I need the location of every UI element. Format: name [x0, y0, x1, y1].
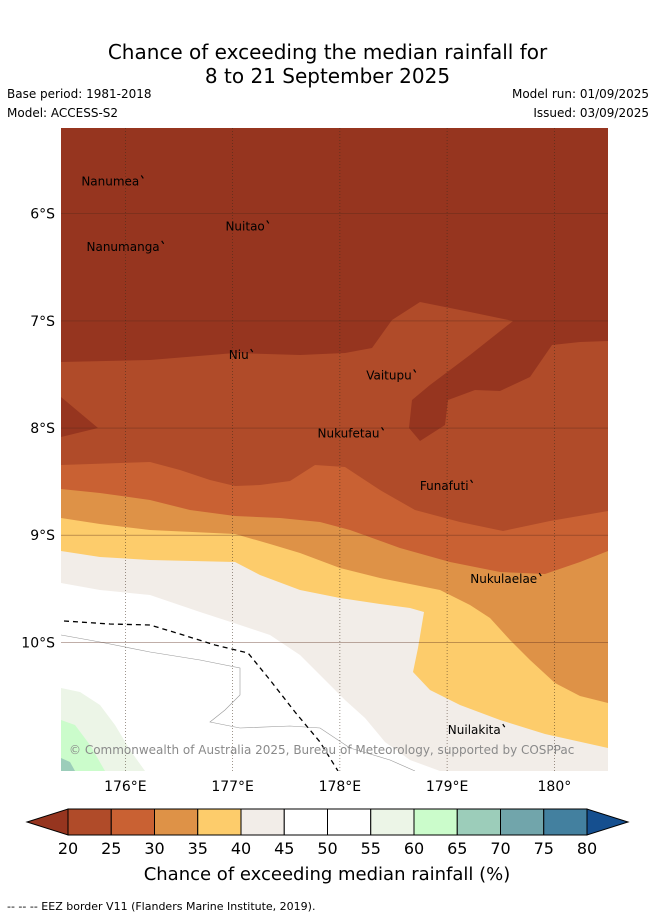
longitude-ticks: 176°E 177°E 178°E 179°E 180°	[104, 779, 571, 795]
probability-contours: Nanumea Nuitao Nanumanga Niu Vaitupu Nukufeta…	[61, 128, 608, 771]
eez-footnote: -- -- -- EEZ border V11 (Flanders Marine…	[7, 900, 316, 913]
island-label: Nanumanga	[87, 240, 160, 254]
colorbar-bin	[283, 808, 328, 836]
island-shape	[140, 175, 144, 179]
colorbar-tick-label: 70	[490, 839, 510, 858]
colorbar-bin	[543, 808, 588, 836]
colorbar-tick-label: 30	[144, 839, 164, 858]
colorbar-tick-label: 35	[188, 839, 208, 858]
rainfall-map: Nanumea Nuitao Nanumanga Niu Vaitupu Nukufeta…	[21, 128, 630, 885]
colorbar-bin	[327, 808, 372, 836]
colorbar-bin	[370, 808, 415, 836]
colorbar-label: Chance of exceeding median rainfall (%)	[144, 864, 511, 885]
island-label: Nuilakita	[448, 723, 501, 737]
lon-tick-label: 177°E	[211, 779, 254, 795]
colorbar-tick-label: 60	[404, 839, 424, 858]
island-shape	[266, 220, 270, 224]
colorbar-tick-label: 80	[577, 839, 597, 858]
island-shape	[250, 348, 254, 353]
lat-tick-label: 10°S	[21, 635, 55, 651]
model-run: Model run: 01/09/2025	[511, 87, 649, 101]
colorbar-over-arrow	[586, 808, 630, 836]
colorbar-under-arrow	[25, 808, 69, 836]
island-shape	[161, 240, 165, 245]
colorbar-tick-label: 50	[317, 839, 337, 858]
colorbar-tick-label: 55	[361, 839, 381, 858]
issued-date: Issued: 03/09/2025	[533, 106, 649, 120]
colorbar-tick-label: 75	[534, 839, 554, 858]
colorbar-bin	[456, 808, 501, 836]
lon-tick-label: 179°E	[426, 779, 469, 795]
lat-tick-label: 7°S	[30, 314, 55, 330]
island-label: Nanumea	[81, 174, 139, 188]
island-label: Nukufetau	[318, 426, 380, 440]
lat-tick-label: 6°S	[30, 207, 55, 223]
colorbar: 20 25 30 35 40 45 50 55 60 65 70 75 80	[25, 808, 630, 858]
lat-tick-label: 8°S	[30, 421, 55, 437]
colorbar-bin	[413, 808, 458, 836]
islands: Nanumea Nuitao Nanumanga Niu Vaitupu Nukufeta…	[81, 174, 542, 737]
colorbar-tick-label: 40	[231, 839, 251, 858]
map-grid	[61, 128, 608, 771]
colorbar-bin	[154, 808, 199, 836]
island-label: Nukulaelae	[470, 572, 537, 586]
lon-tick-label: 178°E	[319, 779, 362, 795]
copyright-notice: © Commonwealth of Australia 2025, Bureau…	[69, 743, 574, 757]
title-line-1: Chance of exceeding the median rainfall …	[107, 40, 548, 64]
island-label: Niu	[229, 348, 249, 362]
lat-tick-label: 9°S	[30, 528, 55, 544]
colorbar-bin	[240, 808, 285, 836]
colorbar-tick-label: 20	[58, 839, 78, 858]
island-shape	[381, 426, 385, 431]
colorbar-bin	[110, 808, 155, 836]
title-line-2: 8 to 21 September 2025	[204, 64, 451, 88]
contour-outline	[61, 634, 416, 771]
lon-tick-label: 180°	[538, 779, 572, 795]
model-name: Model: ACCESS-S2	[7, 106, 119, 120]
island-shape	[502, 723, 506, 728]
contour-below-20-wedge	[61, 397, 98, 437]
base-period: Base period: 1981-2018	[7, 87, 152, 101]
island-shape	[470, 479, 474, 484]
colorbar-tick-label: 25	[101, 839, 121, 858]
island-shape	[413, 369, 417, 373]
colorbar-tick-label: 45	[274, 839, 294, 858]
chart-title: Chance of exceeding the median rainfall …	[0, 40, 655, 88]
contour-45-55	[61, 583, 440, 771]
colorbar-bin	[67, 808, 112, 836]
island-shape	[538, 572, 542, 577]
lon-tick-label: 176°E	[104, 779, 147, 795]
colorbar-tick-label: 65	[447, 839, 467, 858]
contour-65-70	[61, 758, 75, 771]
island-label: Funafuti	[420, 479, 469, 493]
contour-60-65	[61, 720, 105, 771]
latitude-ticks: 6°S 7°S 8°S 9°S 10°S	[21, 207, 55, 652]
eez-border	[63, 620, 339, 771]
island-label: Nuitao	[225, 219, 264, 233]
colorbar-bin	[500, 808, 545, 836]
colorbar-bin	[197, 808, 242, 836]
island-label: Vaitupu	[366, 368, 412, 382]
